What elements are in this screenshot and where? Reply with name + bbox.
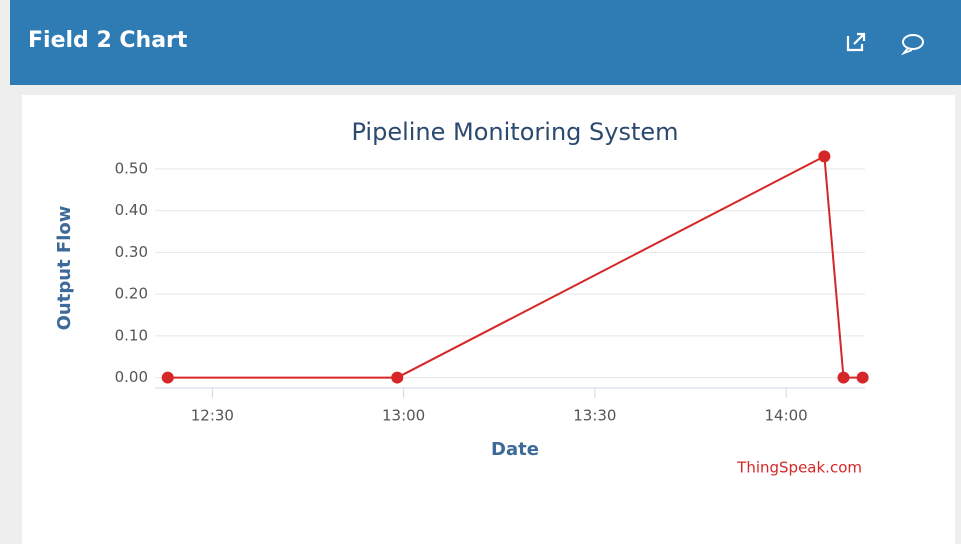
header-title: Field 2 Chart <box>28 28 188 53</box>
data-point <box>837 371 850 384</box>
y-tick-label: 0.30 <box>115 243 148 261</box>
x-tick-label: 13:30 <box>573 407 616 425</box>
header-icons <box>846 32 924 56</box>
data-point <box>161 371 174 384</box>
y-axis-label: Output Flow <box>54 206 75 331</box>
data-point <box>391 371 404 384</box>
comment-icon[interactable] <box>900 34 924 56</box>
x-tick-label: 13:00 <box>382 407 425 425</box>
x-tick-label: 12:30 <box>191 407 234 425</box>
data-point <box>856 371 869 384</box>
data-line <box>167 154 863 379</box>
x-axis-label: Date <box>491 439 539 460</box>
y-tick-label: 0.00 <box>115 368 148 386</box>
y-tick-label: 0.20 <box>115 285 148 303</box>
header: Field 2 Chart <box>10 0 961 85</box>
chart-title: Pipeline Monitoring System <box>351 118 678 146</box>
data-point <box>818 150 831 163</box>
credit: ThingSpeak.com <box>736 459 862 477</box>
y-tick-label: 0.10 <box>115 326 148 344</box>
y-tick-label: 0.40 <box>115 201 148 219</box>
open-external-icon[interactable] <box>846 32 866 52</box>
x-tick-label: 14:00 <box>765 407 808 425</box>
y-tick-label: 0.50 <box>115 159 148 177</box>
